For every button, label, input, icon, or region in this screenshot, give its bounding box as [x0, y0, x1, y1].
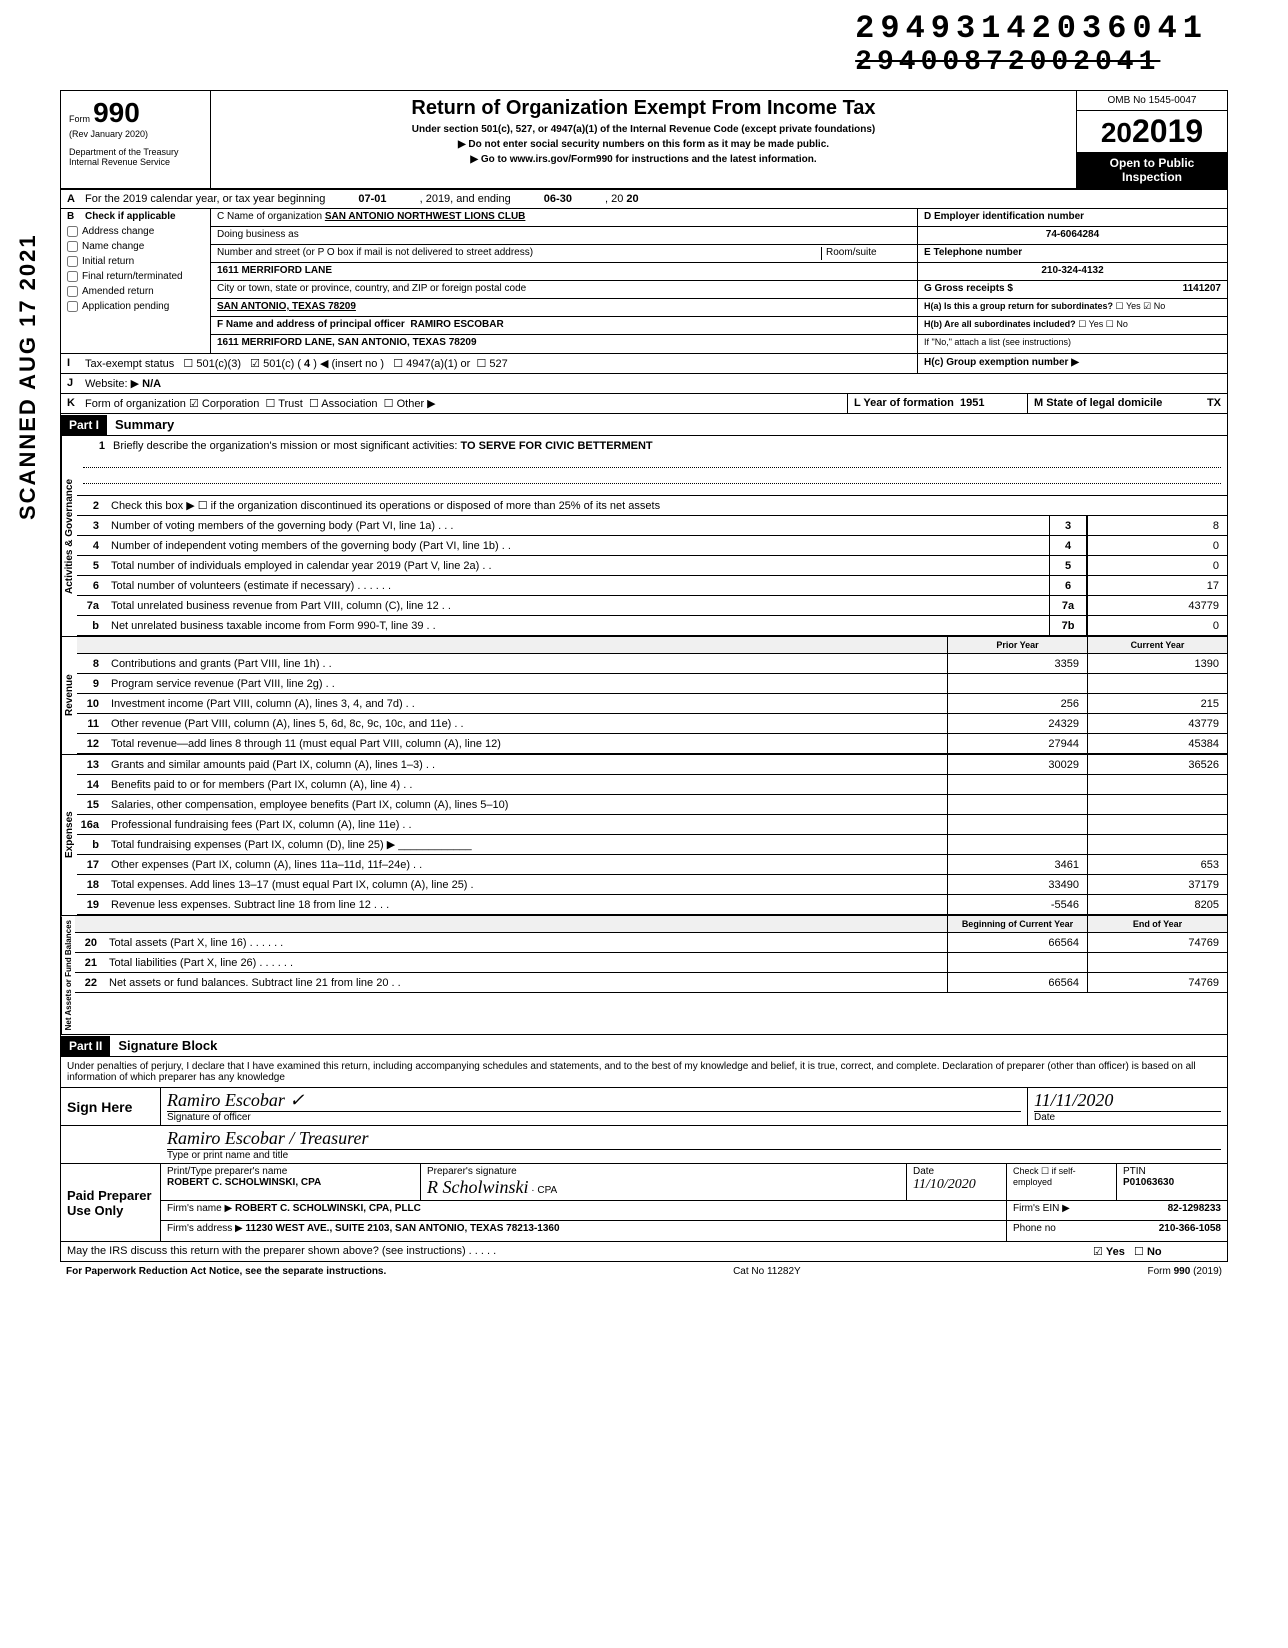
summary-line: 15Salaries, other compensation, employee…: [77, 795, 1227, 815]
line-i: I Tax-exempt status ☐ 501(c)(3) ☑ 501(c)…: [61, 354, 1227, 374]
form-title: Return of Organization Exempt From Incom…: [217, 97, 1070, 120]
form-990: Form 990 (Rev January 2020) Department o…: [60, 90, 1228, 1262]
vert-netassets: Net Assets or Fund Balances: [61, 916, 75, 1034]
omb-number: OMB No 1545-0047: [1077, 91, 1227, 111]
summary-line: 20Total assets (Part X, line 16) . . . .…: [75, 933, 1227, 953]
paid-preparer-label: Paid Preparer Use Only: [61, 1164, 161, 1241]
perjury-statement: Under penalties of perjury, I declare th…: [61, 1057, 1227, 1088]
summary-line: 10Investment income (Part VIII, column (…: [77, 694, 1227, 714]
section-b-h: B Check if applicable Address change Nam…: [61, 209, 1227, 354]
firm-ein: 82-1298233: [1168, 1203, 1221, 1214]
header-left: Form 990 (Rev January 2020) Department o…: [61, 91, 211, 188]
form-header: Form 990 (Rev January 2020) Department o…: [61, 91, 1227, 190]
chk-final-return[interactable]: Final return/terminated: [61, 269, 210, 284]
summary-line: 22Net assets or fund balances. Subtract …: [75, 973, 1227, 993]
mission-box: 1 Briefly describe the organization's mi…: [77, 436, 1227, 496]
scanned-stamp: SCANNED AUG 17 2021: [15, 233, 41, 520]
form-sub2: ▶ Do not enter social security numbers o…: [217, 139, 1070, 150]
label-a: A: [61, 190, 79, 208]
block-revenue: Revenue Prior Year Current Year 8Contrib…: [61, 637, 1227, 755]
line-k: K Form of organization ☑ Corporation ☐ T…: [61, 394, 1227, 414]
tax-year: 202019: [1077, 111, 1227, 152]
part2-header: Part II Signature Block: [61, 1035, 1227, 1057]
summary-line: 4Number of independent voting members of…: [77, 536, 1227, 556]
sign-here-block: Sign Here Ramiro Escobar ✓ Signature of …: [61, 1088, 1227, 1164]
header-right: OMB No 1545-0047 202019 Open to Public I…: [1077, 91, 1227, 188]
block-expenses: Expenses 13Grants and similar amounts pa…: [61, 755, 1227, 916]
summary-line: 19Revenue less expenses. Subtract line 1…: [77, 895, 1227, 915]
summary-line: 6Total number of volunteers (estimate if…: [77, 576, 1227, 596]
summary-line: 7aTotal unrelated business revenue from …: [77, 596, 1227, 616]
officer-address: 1611 MERRIFORD LANE, SAN ANTONIO, TEXAS …: [211, 335, 917, 353]
dln-stamps: 29493142036041 29400872002041: [855, 10, 1208, 78]
form-word: Form: [69, 114, 90, 124]
rev-date: (Rev January 2020): [69, 129, 202, 139]
summary-line: 12Total revenue—add lines 8 through 11 (…: [77, 734, 1227, 754]
header-mid: Return of Organization Exempt From Incom…: [211, 91, 1077, 188]
street-address: 1611 MERRIFORD LANE: [211, 263, 917, 281]
sign-date: 11/11/2020: [1034, 1090, 1221, 1111]
block-governance: Activities & Governance 1 Briefly descri…: [61, 436, 1227, 637]
summary-line: 14Benefits paid to or for members (Part …: [77, 775, 1227, 795]
summary-line: 3Number of voting members of the governi…: [77, 516, 1227, 536]
ein-value: 74-6064284: [918, 227, 1227, 245]
firm-phone: 210-366-1058: [1159, 1223, 1221, 1234]
chk-initial-return[interactable]: Initial return: [61, 254, 210, 269]
line-j: J Website: ▶ N/A: [61, 374, 1227, 394]
col-b: B Check if applicable Address change Nam…: [61, 209, 211, 353]
ptin-value: P01063630: [1123, 1177, 1221, 1188]
form-number: 990: [93, 97, 140, 128]
irs-label: Internal Revenue Service: [69, 157, 202, 167]
chk-address-change[interactable]: Address change: [61, 224, 210, 239]
part1-header: Part I Summary: [61, 414, 1227, 436]
form-sub3: ▶ Go to www.irs.gov/Form990 for instruct…: [217, 154, 1070, 165]
discuss-row: May the IRS discuss this return with the…: [61, 1242, 1227, 1261]
block-netassets: Net Assets or Fund Balances Beginning of…: [61, 916, 1227, 1035]
preparer-name: ROBERT C. SCHOLWINSKI, CPA: [167, 1177, 414, 1188]
firm-address: 11230 WEST AVE., SUITE 2103, SAN ANTONIO…: [246, 1223, 560, 1234]
summary-line: 13Grants and similar amounts paid (Part …: [77, 755, 1227, 775]
dept-treasury: Department of the Treasury: [69, 147, 202, 157]
form-sub1: Under section 501(c), 527, or 4947(a)(1)…: [217, 124, 1070, 135]
vert-governance: Activities & Governance: [61, 436, 77, 636]
open-to-public: Open to Public Inspection: [1077, 152, 1227, 188]
col-c-f: C Name of organization SAN ANTONIO NORTH…: [211, 209, 917, 353]
officer-name-printed: Ramiro Escobar / Treasurer: [167, 1128, 1221, 1149]
preparer-date: 11/10/2020: [913, 1177, 1000, 1193]
vert-revenue: Revenue: [61, 637, 77, 754]
rev-colhead: Prior Year Current Year: [77, 637, 1227, 654]
chk-amended[interactable]: Amended return: [61, 284, 210, 299]
form-footer-right: Form 990 (2019): [1148, 1266, 1222, 1277]
summary-line: 5Total number of individuals employed in…: [77, 556, 1227, 576]
summary-line: bTotal fundraising expenses (Part IX, co…: [77, 835, 1227, 855]
dln-struck: 29400872002041: [855, 47, 1208, 78]
summary-line: 17Other expenses (Part IX, column (A), l…: [77, 855, 1227, 875]
preparer-signature: R Scholwinski: [427, 1177, 529, 1197]
summary-line: 18Total expenses. Add lines 13–17 (must …: [77, 875, 1227, 895]
vert-expenses: Expenses: [61, 755, 77, 915]
summary-line: bNet unrelated business taxable income f…: [77, 616, 1227, 636]
officer-signature: Ramiro Escobar ✓: [167, 1090, 1021, 1111]
chk-name-change[interactable]: Name change: [61, 239, 210, 254]
col-d-h: D Employer identification number 74-6064…: [917, 209, 1227, 353]
line-2: 2 Check this box ▶ ☐ if the organization…: [77, 496, 1227, 516]
summary-line: 8Contributions and grants (Part VIII, li…: [77, 654, 1227, 674]
summary-line: 11Other revenue (Part VIII, column (A), …: [77, 714, 1227, 734]
sign-here-label: Sign Here: [61, 1088, 161, 1125]
summary-line: 21Total liabilities (Part X, line 26) . …: [75, 953, 1227, 973]
line-a: A For the 2019 calendar year, or tax yea…: [61, 190, 1227, 209]
chk-app-pending[interactable]: Application pending: [61, 299, 210, 314]
summary-line: 9Program service revenue (Part VIII, lin…: [77, 674, 1227, 694]
dln-top: 29493142036041: [855, 10, 1208, 47]
city-state-zip: SAN ANTONIO, TEXAS 78209: [211, 299, 917, 317]
page-footer: For Paperwork Reduction Act Notice, see …: [60, 1262, 1228, 1281]
summary-line: 16aProfessional fundraising fees (Part I…: [77, 815, 1227, 835]
firm-name: ROBERT C. SCHOLWINSKI, CPA, PLLC: [235, 1203, 421, 1214]
net-colhead: Beginning of Current Year End of Year: [75, 916, 1227, 933]
paid-preparer-block: Paid Preparer Use Only Print/Type prepar…: [61, 1164, 1227, 1242]
phone-value: 210-324-4132: [918, 263, 1227, 281]
